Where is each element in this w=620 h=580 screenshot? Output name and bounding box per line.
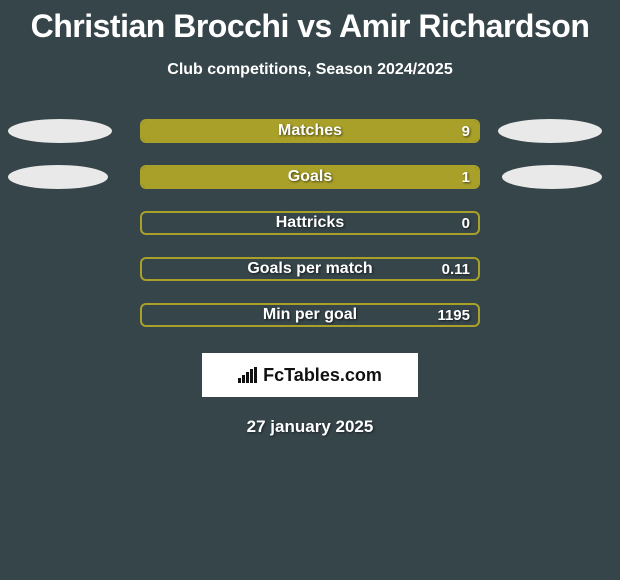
stat-label: Goals per match [142,259,478,279]
right-ellipse [502,165,602,189]
page-title: Christian Brocchi vs Amir Richardson [0,0,620,45]
stat-label: Goals [142,167,478,187]
stat-value: 1 [462,167,470,187]
stat-bar: Min per goal1195 [140,303,480,327]
stat-value: 0 [462,213,470,233]
stat-row: Goals1 [0,165,620,189]
stat-row: Goals per match0.11 [0,257,620,281]
right-ellipse [498,119,602,143]
stat-label: Hattricks [142,213,478,233]
stat-value: 9 [462,121,470,141]
stat-bar: Matches9 [140,119,480,143]
page-subtitle: Club competitions, Season 2024/2025 [0,61,620,79]
stat-value: 0.11 [442,259,470,279]
stat-bar: Goals per match0.11 [140,257,480,281]
stat-bar: Hattricks0 [140,211,480,235]
stat-row: Hattricks0 [0,211,620,235]
stats-container: Matches9Goals1Hattricks0Goals per match0… [0,119,620,327]
stat-value: 1195 [437,305,470,325]
logo-text: FcTables.com [263,365,382,386]
stat-bar: Goals1 [140,165,480,189]
left-ellipse [8,119,112,143]
stat-label: Min per goal [142,305,478,325]
left-ellipse [8,165,108,189]
stat-label: Matches [142,121,478,141]
stat-row: Matches9 [0,119,620,143]
bar-chart-icon [238,367,257,383]
logo-box: FcTables.com [202,353,418,397]
stat-row: Min per goal1195 [0,303,620,327]
snapshot-date: 27 january 2025 [0,417,620,437]
